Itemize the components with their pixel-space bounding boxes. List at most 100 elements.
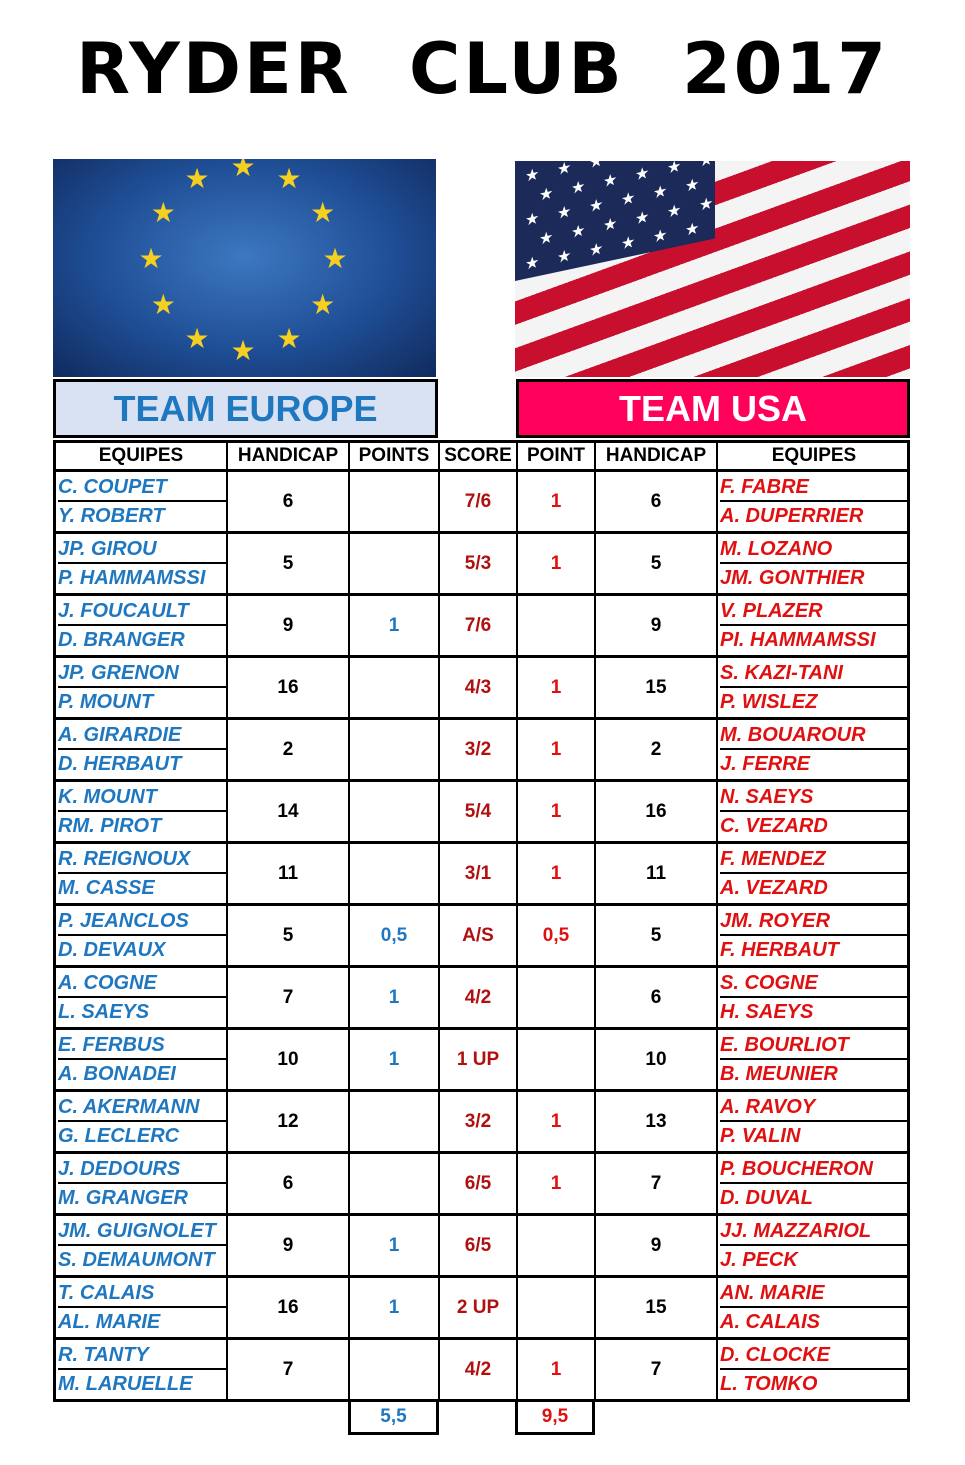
- star-icon: ★: [635, 206, 650, 229]
- usa-pair: JM. ROYER F. HERBAUT: [716, 906, 910, 965]
- player-name: F. FABRE: [720, 473, 910, 502]
- player-name: RM. PIROT: [58, 815, 162, 837]
- star-icon: ★: [667, 199, 682, 222]
- match-eu-hcp: 5: [226, 906, 348, 965]
- eu-flag-image: ★ ★ ★ ★ ★ ★ ★ ★ ★ ★ ★ ★: [53, 159, 436, 377]
- match-row: K. MOUNT RM. PIROT 14 5/4 1 16 N. SAEYS C. VEZA…: [53, 782, 910, 844]
- match-us-pts: 1: [516, 844, 594, 903]
- star-icon: ★: [557, 201, 572, 224]
- player-name: L. SAEYS: [58, 1001, 150, 1023]
- europe-pair: K. MOUNT RM. PIROT: [53, 782, 227, 841]
- star-icon: ★: [322, 242, 348, 275]
- match-row: J. FOUCAULT D. BRANGER 9 1 7/6 9 V. PLAZER PI. …: [53, 596, 910, 658]
- player-name: C. COUPET: [58, 473, 227, 502]
- match-us-pts: 1: [516, 782, 594, 841]
- usa-pair: N. SAEYS C. VEZARD: [716, 782, 910, 841]
- player-name: R. TANTY: [58, 1341, 227, 1370]
- column-header: SCORE: [438, 443, 516, 469]
- player-name: A. VEZARD: [720, 877, 828, 899]
- star-icon: ★: [557, 161, 572, 180]
- star-icon: ★: [539, 226, 554, 249]
- player-name: F. MENDEZ: [720, 845, 910, 874]
- star-icon: ★: [276, 162, 302, 196]
- match-score: 6/5: [438, 1154, 516, 1213]
- star-icon: ★: [557, 245, 572, 268]
- star-icon: ★: [667, 161, 682, 178]
- match-score: 4/2: [438, 968, 516, 1027]
- match-eu-pts: [348, 1340, 438, 1399]
- match-score: 7/6: [438, 472, 516, 531]
- player-name: H. SAEYS: [720, 1001, 814, 1023]
- europe-pair: T. CALAIS AL. MARIE: [53, 1278, 227, 1337]
- match-row: J. DEDOURS M. GRANGER 6 6/5 1 7 P. BOUCHERON D.…: [53, 1154, 910, 1216]
- match-score: 5/4: [438, 782, 516, 841]
- player-name: G. LECLERC: [58, 1125, 180, 1147]
- player-name: M. BOUAROUR: [720, 721, 910, 750]
- match-eu-hcp: 7: [226, 1340, 348, 1399]
- star-icon: ★: [589, 194, 604, 217]
- match-eu-hcp: 11: [226, 844, 348, 903]
- match-eu-hcp: 10: [226, 1030, 348, 1089]
- match-eu-pts: 0,5: [348, 906, 438, 965]
- team-europe-header: TEAM EUROPE: [53, 379, 438, 438]
- player-name: JJ. MAZZARIOL: [720, 1217, 910, 1246]
- match-score: 3/1: [438, 844, 516, 903]
- player-name: JM. GUIGNOLET: [58, 1217, 227, 1246]
- star-icon: ★: [525, 207, 540, 230]
- usa-total-points: 9,5: [515, 1402, 595, 1435]
- player-name: D. HERBAUT: [58, 753, 182, 775]
- player-name: N. SAEYS: [720, 783, 910, 812]
- match-us-pts: 1: [516, 534, 594, 593]
- match-row: JP. GIROU P. HAMMAMSSI 5 5/3 1 5 M. LOZANO JM. …: [53, 534, 910, 596]
- match-eu-pts: [348, 782, 438, 841]
- match-us-pts: 1: [516, 720, 594, 779]
- player-name: S. COGNE: [720, 969, 910, 998]
- match-us-hcp: 15: [594, 1278, 716, 1337]
- match-us-pts: [516, 1030, 594, 1089]
- match-us-hcp: 5: [594, 906, 716, 965]
- match-eu-hcp: 7: [226, 968, 348, 1027]
- star-icon: ★: [150, 288, 176, 321]
- player-name: M. LOZANO: [720, 535, 910, 564]
- column-header: HANDICAP: [594, 443, 716, 469]
- player-name: E. BOURLIOT: [720, 1031, 910, 1060]
- europe-pair: E. FERBUS A. BONADEI: [53, 1030, 227, 1089]
- europe-pair: JM. GUIGNOLET S. DEMAUMONT: [53, 1216, 227, 1275]
- match-us-pts: [516, 968, 594, 1027]
- europe-pair: C. AKERMANN G. LECLERC: [53, 1092, 227, 1151]
- player-name: P. BOUCHERON: [720, 1155, 910, 1184]
- match-score: 4/2: [438, 1340, 516, 1399]
- player-name: P. JEANCLOS: [58, 907, 227, 936]
- europe-pair: A. COGNE L. SAEYS: [53, 968, 227, 1027]
- match-us-pts: 1: [516, 472, 594, 531]
- player-name: J. PECK: [720, 1249, 798, 1271]
- player-name: AN. MARIE: [720, 1279, 910, 1308]
- player-name: M. GRANGER: [58, 1187, 188, 1209]
- usa-pair: D. CLOCKE L. TOMKO: [716, 1340, 910, 1399]
- match-us-hcp: 7: [594, 1154, 716, 1213]
- star-icon: ★: [310, 196, 336, 229]
- star-icon: ★: [276, 321, 302, 355]
- europe-pair: J. FOUCAULT D. BRANGER: [53, 596, 227, 655]
- player-name: J. FOUCAULT: [58, 597, 227, 626]
- star-icon: ★: [310, 288, 336, 321]
- player-name: C. AKERMANN: [58, 1093, 227, 1122]
- player-name: D. DUVAL: [720, 1187, 813, 1209]
- match-score: 5/3: [438, 534, 516, 593]
- match-score: 1 UP: [438, 1030, 516, 1089]
- europe-pair: JP. GRENON P. MOUNT: [53, 658, 227, 717]
- match-score: 7/6: [438, 596, 516, 655]
- player-name: A. COGNE: [58, 969, 227, 998]
- player-name: F. HERBAUT: [720, 939, 839, 961]
- player-name: S. KAZI-TANI: [720, 659, 910, 688]
- match-eu-pts: [348, 658, 438, 717]
- star-icon: ★: [653, 224, 668, 247]
- match-us-pts: [516, 1278, 594, 1337]
- match-row: E. FERBUS A. BONADEI 10 1 1 UP 10 E. BOURLIOT B…: [53, 1030, 910, 1092]
- match-score: A/S: [438, 906, 516, 965]
- match-us-hcp: 16: [594, 782, 716, 841]
- star-icon: ★: [603, 213, 618, 236]
- europe-pair: C. COUPET Y. ROBERT: [53, 472, 227, 531]
- match-row: C. AKERMANN G. LECLERC 12 3/2 1 13 A. RAVOY P. …: [53, 1092, 910, 1154]
- match-eu-hcp: 5: [226, 534, 348, 593]
